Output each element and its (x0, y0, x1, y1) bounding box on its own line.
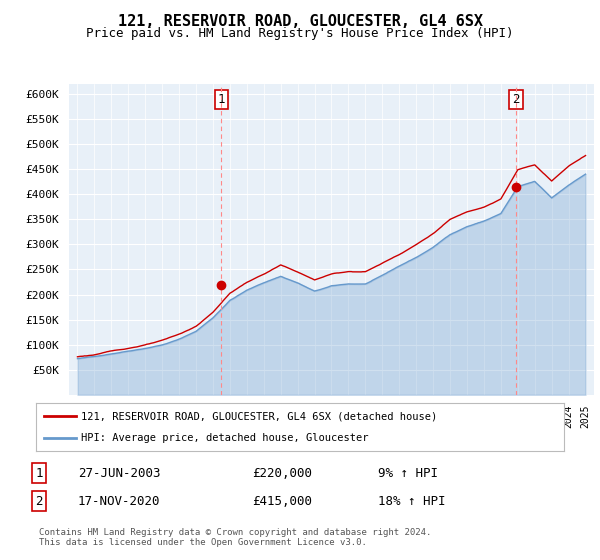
Text: 1: 1 (218, 94, 225, 106)
Text: 121, RESERVOIR ROAD, GLOUCESTER, GL4 6SX: 121, RESERVOIR ROAD, GLOUCESTER, GL4 6SX (118, 14, 482, 29)
Text: £415,000: £415,000 (252, 494, 312, 508)
Text: £220,000: £220,000 (252, 466, 312, 480)
Text: 18% ↑ HPI: 18% ↑ HPI (378, 494, 445, 508)
Text: HPI: Average price, detached house, Gloucester: HPI: Average price, detached house, Glou… (81, 433, 368, 443)
Text: 17-NOV-2020: 17-NOV-2020 (78, 494, 161, 508)
Text: Price paid vs. HM Land Registry's House Price Index (HPI): Price paid vs. HM Land Registry's House … (86, 27, 514, 40)
Text: 2: 2 (512, 94, 520, 106)
Text: 2: 2 (35, 494, 43, 508)
Text: Contains HM Land Registry data © Crown copyright and database right 2024.
This d: Contains HM Land Registry data © Crown c… (39, 528, 431, 547)
Text: 121, RESERVOIR ROAD, GLOUCESTER, GL4 6SX (detached house): 121, RESERVOIR ROAD, GLOUCESTER, GL4 6SX… (81, 411, 437, 421)
Text: 9% ↑ HPI: 9% ↑ HPI (378, 466, 438, 480)
Text: 1: 1 (35, 466, 43, 480)
Text: 27-JUN-2003: 27-JUN-2003 (78, 466, 161, 480)
